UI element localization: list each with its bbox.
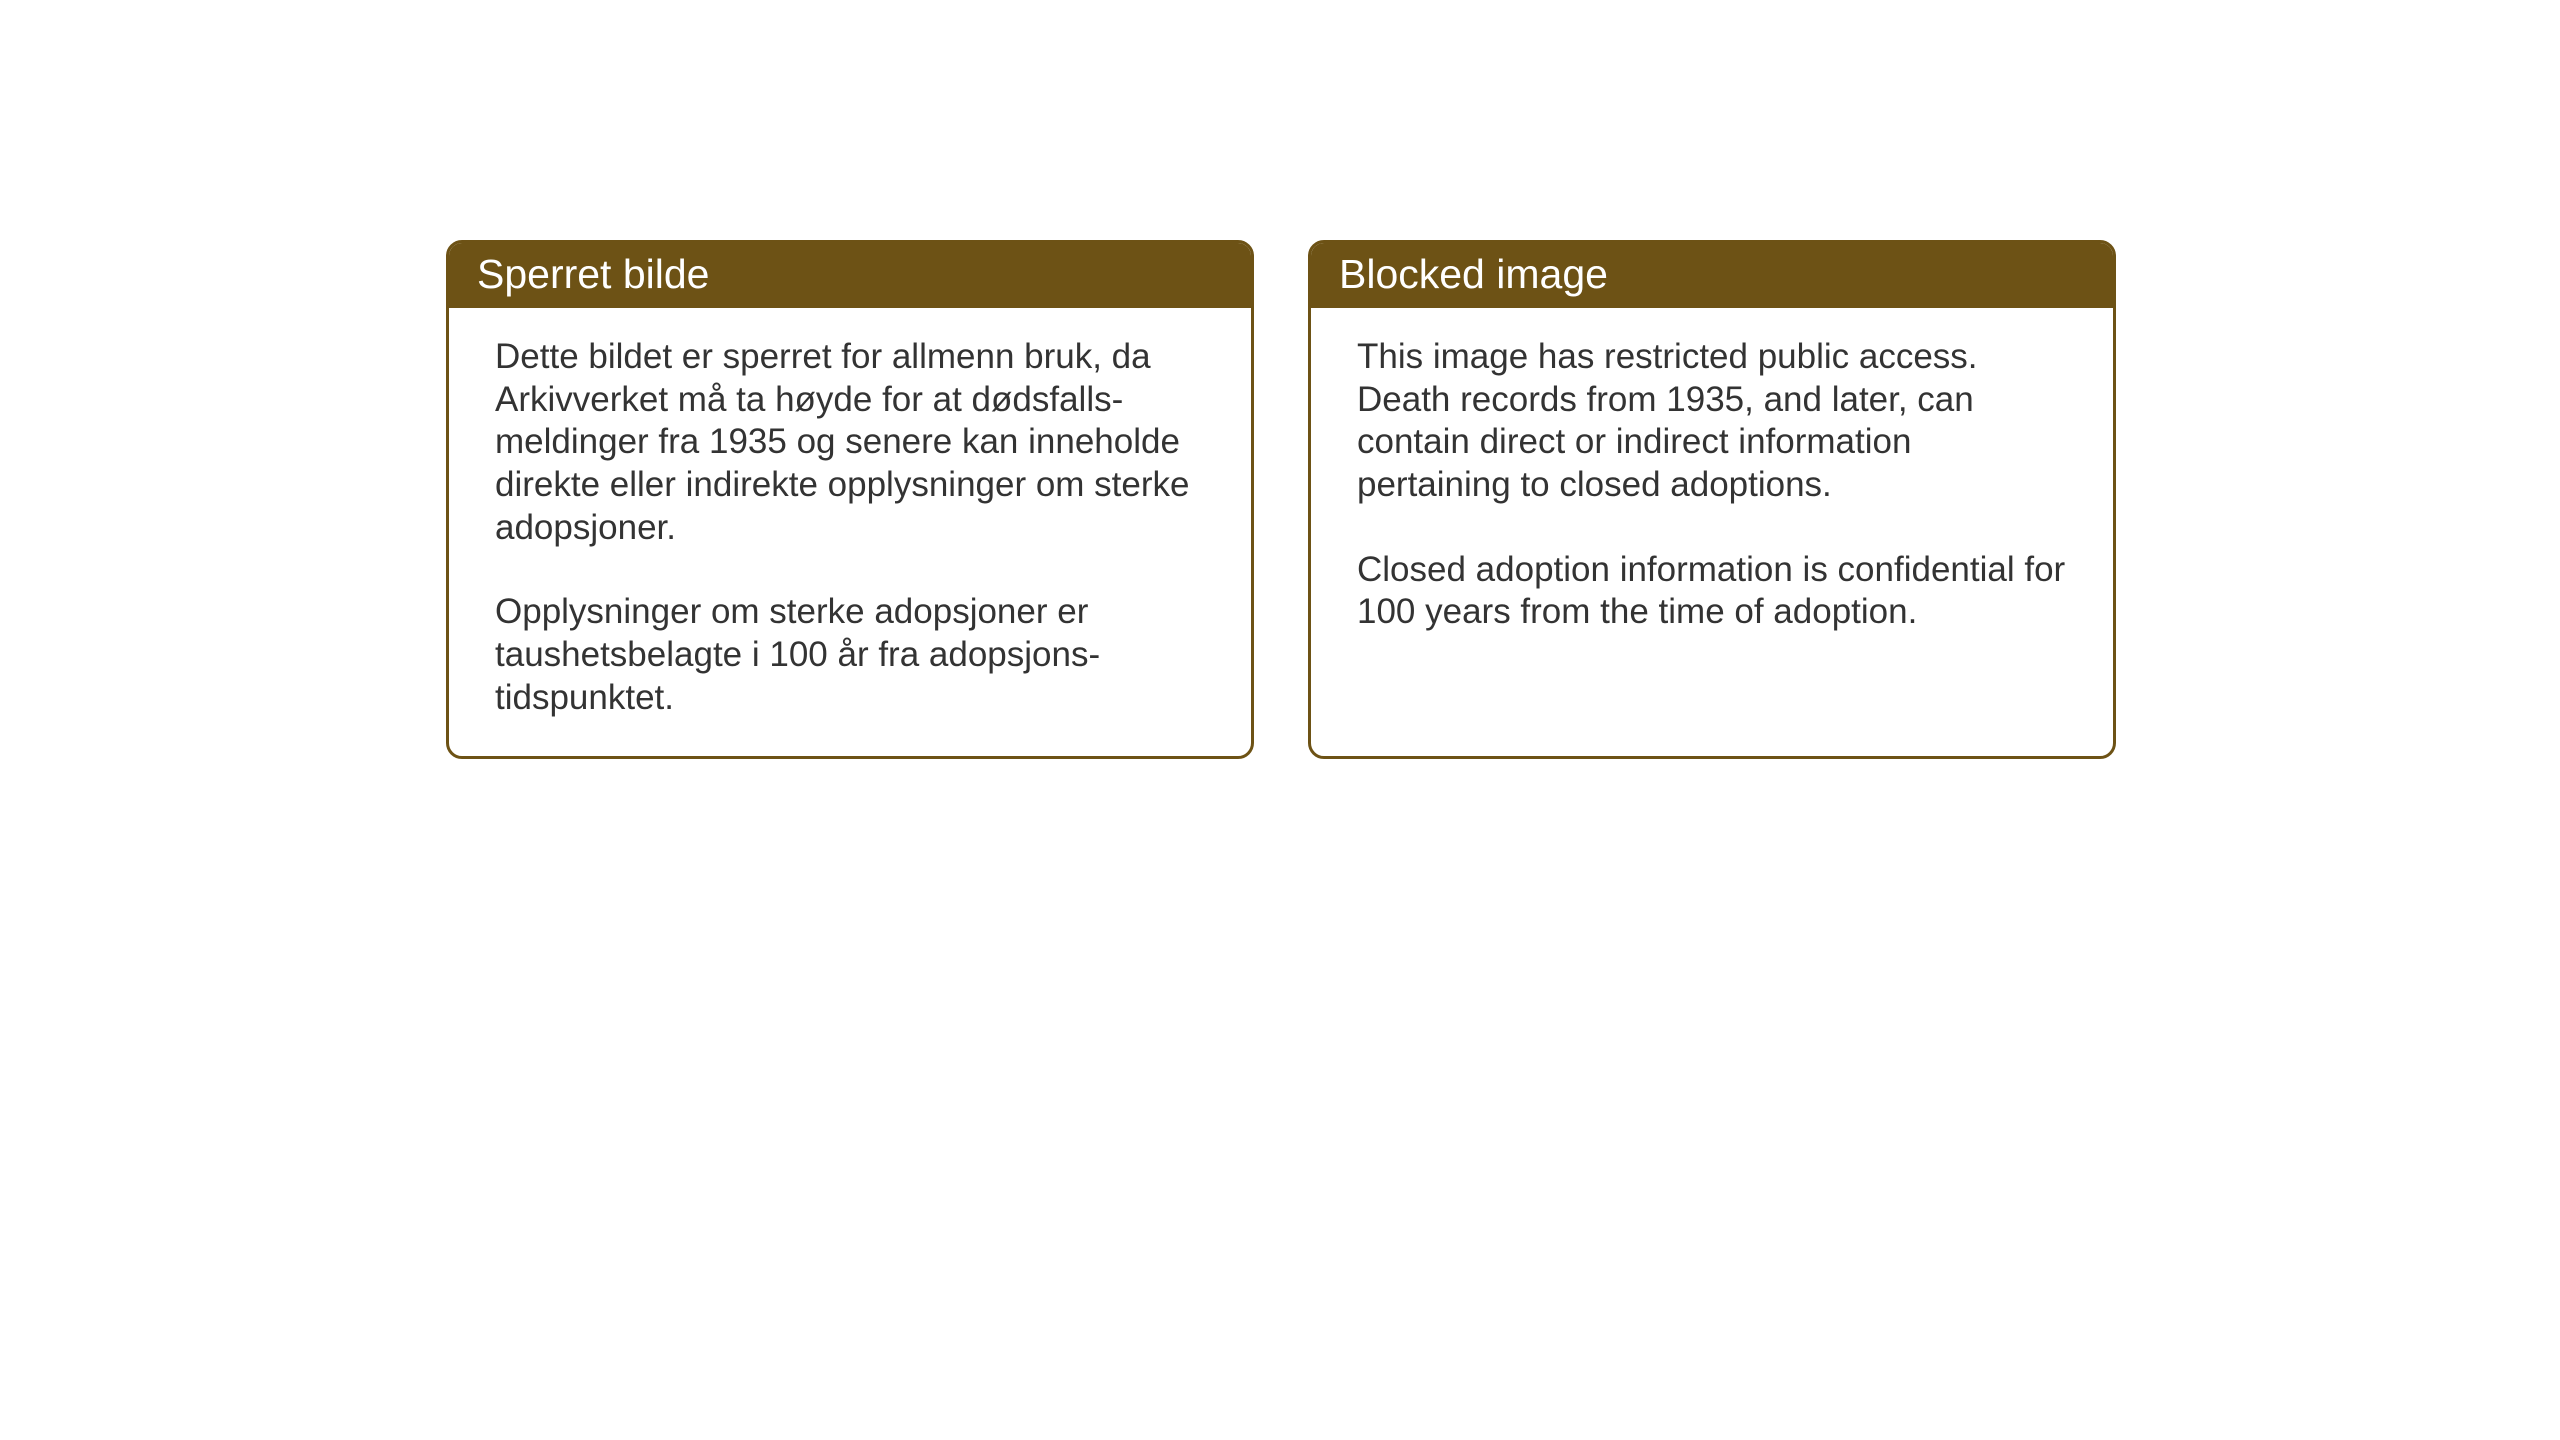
notice-header-english: Blocked image [1311, 243, 2113, 308]
notice-card-english: Blocked image This image has restricted … [1308, 240, 2116, 759]
notice-card-norwegian: Sperret bilde Dette bildet er sperret fo… [446, 240, 1254, 759]
notice-paragraph: This image has restricted public access.… [1357, 336, 2067, 507]
notice-body-english: This image has restricted public access.… [1311, 308, 2113, 670]
notice-header-norwegian: Sperret bilde [449, 243, 1251, 308]
notice-paragraph: Dette bildet er sperret for allmenn bruk… [495, 336, 1205, 549]
notice-paragraph: Closed adoption information is confident… [1357, 549, 2067, 634]
notice-paragraph: Opplysninger om sterke adopsjoner er tau… [495, 591, 1205, 719]
notice-body-norwegian: Dette bildet er sperret for allmenn bruk… [449, 308, 1251, 756]
notice-container: Sperret bilde Dette bildet er sperret fo… [0, 0, 2560, 759]
